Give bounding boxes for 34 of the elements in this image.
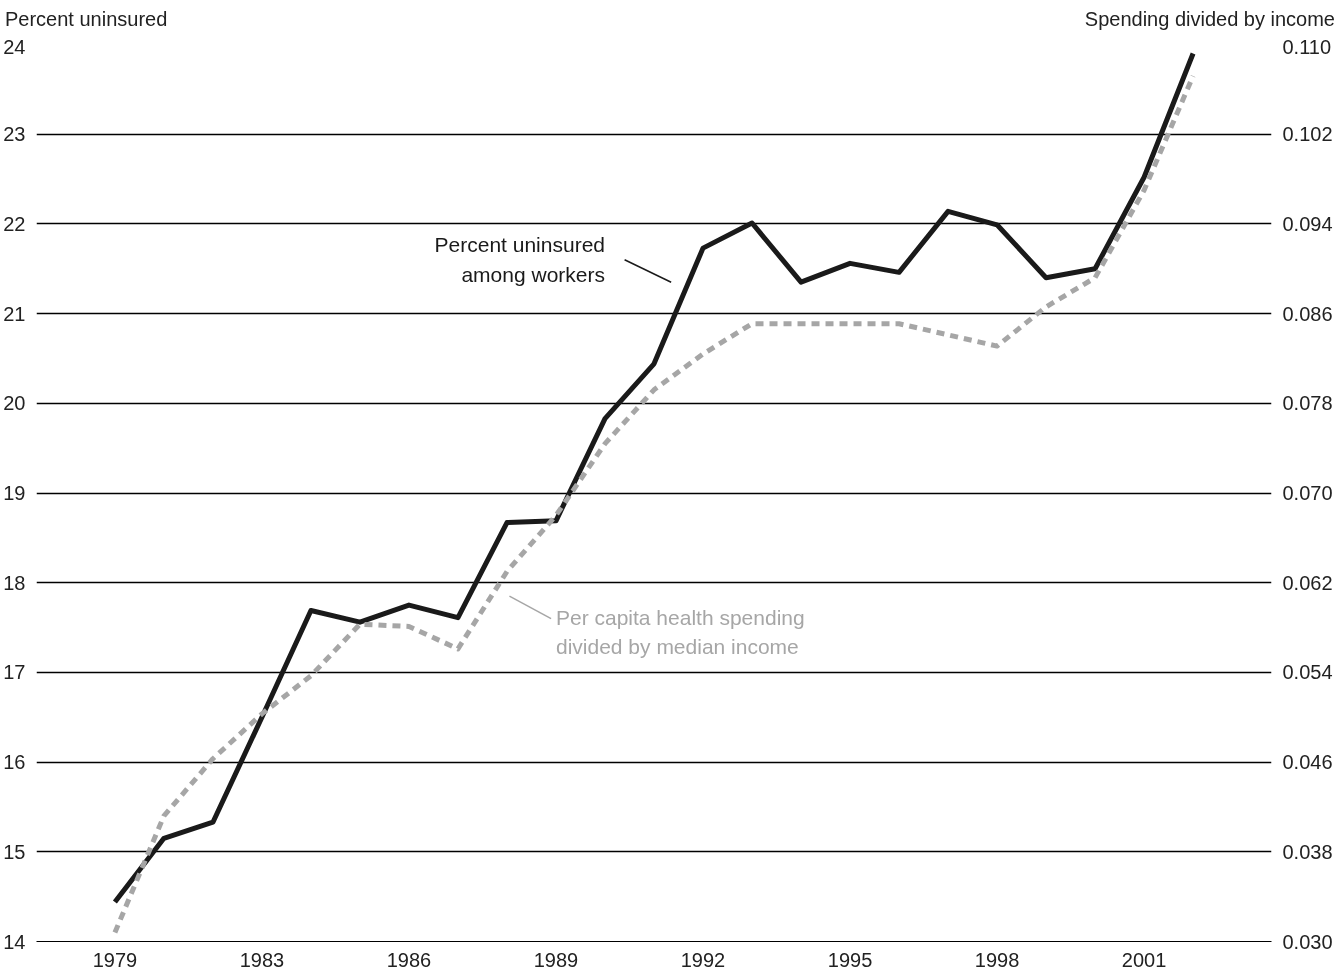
text: Percent uninsured among workers bbox=[434, 232, 605, 286]
x-tick-label: 1998 bbox=[974, 948, 1020, 971]
y2-tick-label: 0.054 bbox=[1282, 660, 1333, 683]
x-tick-label: 1989 bbox=[533, 948, 579, 971]
x-tick-label: 1995 bbox=[827, 948, 873, 971]
x-tick-label: 1992 bbox=[680, 948, 726, 971]
y-tick-label: 19 bbox=[3, 481, 26, 504]
y2-tick-label: 0.030 bbox=[1282, 930, 1333, 953]
y2-tick-label: 0.102 bbox=[1282, 122, 1333, 145]
y-tick-label: 22 bbox=[3, 212, 26, 235]
y-tick-label: 14 bbox=[3, 930, 26, 953]
y2-tick-label: 0.086 bbox=[1282, 302, 1333, 325]
y2-tick-label: 0.046 bbox=[1282, 750, 1333, 773]
y2-tick-label: 0.078 bbox=[1282, 391, 1333, 414]
legend-label: Per capita health spending divided by median income bbox=[555, 605, 805, 659]
x-tick-label: 1983 bbox=[239, 948, 285, 971]
y2-tick-label: 0.110 bbox=[1282, 35, 1332, 58]
y-tick-label: 24 bbox=[3, 35, 26, 58]
y2-tick-label: 0.070 bbox=[1282, 481, 1333, 504]
y2-axis-title: Spending divided by income bbox=[1084, 7, 1335, 32]
y-tick-label: 16 bbox=[3, 750, 26, 773]
y2-tick-label: 0.062 bbox=[1282, 571, 1333, 594]
y-tick-label: 21 bbox=[3, 302, 26, 325]
y-tick-label: 17 bbox=[3, 660, 26, 683]
y-axis-title: Percent uninsured bbox=[5, 7, 168, 32]
y-tick-label: 15 bbox=[3, 840, 26, 863]
x-tick-label: 1979 bbox=[92, 948, 138, 971]
y2-tick-label: 0.038 bbox=[1282, 840, 1333, 863]
y-tick-label: 23 bbox=[3, 122, 26, 145]
y-tick-label: 18 bbox=[3, 571, 26, 594]
x-tick-label: 2001 bbox=[1121, 948, 1167, 971]
y-tick-label: 20 bbox=[3, 391, 26, 414]
x-tick-label: 1986 bbox=[386, 948, 432, 971]
y2-tick-label: 0.094 bbox=[1282, 212, 1333, 235]
